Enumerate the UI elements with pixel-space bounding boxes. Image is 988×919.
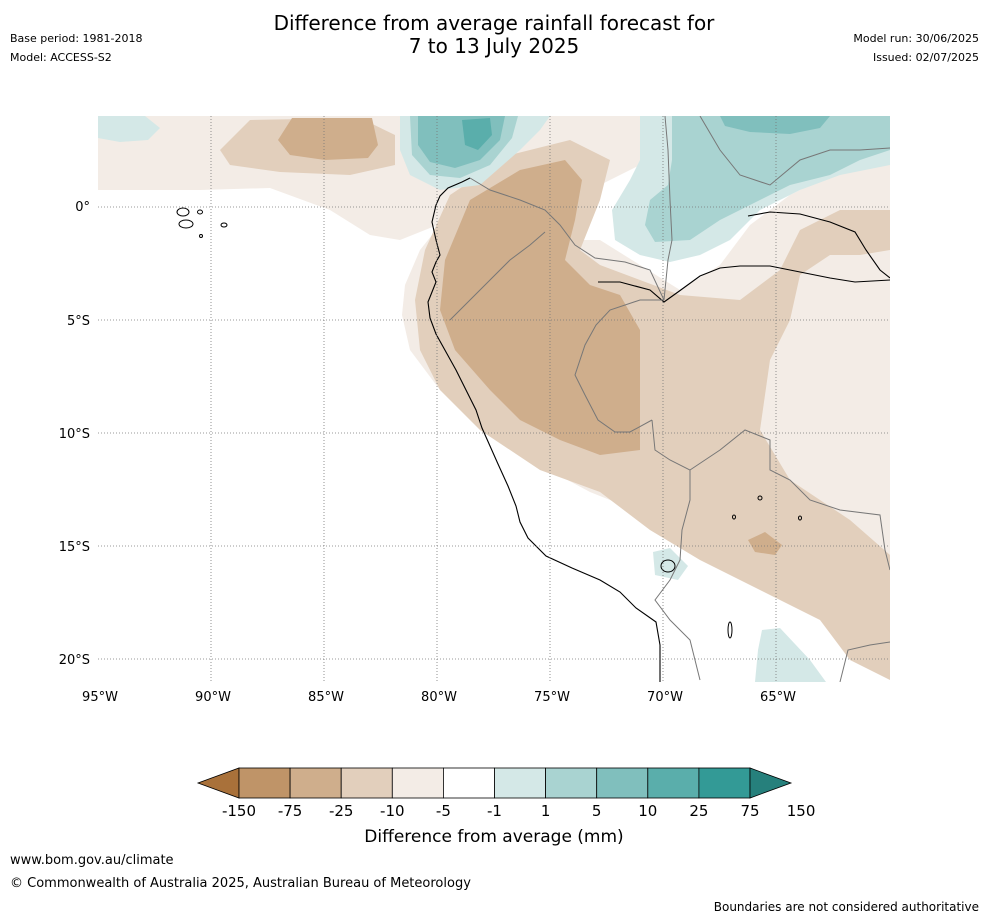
model-text: Model: ACCESS-S2 bbox=[10, 51, 112, 64]
disclaimer-text: Boundaries are not considered authoritat… bbox=[713, 900, 979, 914]
colorbar-tick-label: -25 bbox=[329, 802, 354, 820]
colorbar-swatch bbox=[391, 767, 444, 799]
copyright-text: © Commonwealth of Australia 2025, Austra… bbox=[10, 876, 471, 891]
colorbar-title: Difference from average (mm) bbox=[364, 827, 624, 847]
anomaly-region-minus25-main bbox=[440, 160, 640, 455]
colorbar-tick-label: 150 bbox=[787, 802, 816, 820]
colorbar-tick-label: -5 bbox=[436, 802, 451, 820]
gridlines bbox=[98, 116, 890, 682]
lon-label-90w: 90°W bbox=[195, 690, 231, 705]
colorbar-swatch bbox=[647, 767, 700, 799]
colorbar-tick-label: 10 bbox=[638, 802, 657, 820]
colorbar-tick-label: 5 bbox=[592, 802, 602, 820]
colorbar-swatch bbox=[596, 767, 649, 799]
lon-label-80w: 80°W bbox=[421, 690, 457, 705]
anomaly-region-plus1-lake bbox=[653, 548, 688, 580]
lat-label-15s: 15°S bbox=[59, 540, 90, 555]
anomaly-region-plus25-north bbox=[462, 118, 492, 150]
meta-right: Model run: 30/06/2025 Issued: 02/07/2025 bbox=[853, 32, 979, 70]
issued-text: Issued: 02/07/2025 bbox=[872, 51, 979, 64]
colorbar-tick-label: 25 bbox=[689, 802, 708, 820]
anomaly-region-minus25-southeast bbox=[748, 532, 782, 555]
title-line-2: 7 to 13 July 2025 bbox=[408, 34, 580, 58]
lon-label-95w: 95°W bbox=[82, 690, 118, 705]
lon-label-85w: 85°W bbox=[308, 690, 344, 705]
colorbar-swatch bbox=[238, 767, 291, 799]
colorbar-arrow-high bbox=[749, 767, 793, 799]
colorbar: -150 -75 -25 -10 -5 -1 1 5 10 25 75 150 bbox=[196, 767, 816, 820]
anomaly-region-plus10-east bbox=[720, 116, 830, 134]
islands bbox=[176, 207, 802, 639]
colorbar-tick-label: 75 bbox=[740, 802, 759, 820]
anomaly-region-plus5-east bbox=[645, 116, 890, 242]
chart-title: Difference from average rainfall forecas… bbox=[0, 12, 988, 58]
colorbar-tick-label: -1 bbox=[487, 802, 502, 820]
website-text: www.bom.gov.au/climate bbox=[10, 853, 174, 868]
coastline bbox=[427, 177, 661, 682]
colorbar-tick-label: 1 bbox=[541, 802, 551, 820]
lat-label-0: 0° bbox=[75, 200, 90, 215]
lon-label-70w: 70°W bbox=[647, 690, 683, 705]
colorbar-arrow-low bbox=[196, 767, 240, 799]
amazon-river bbox=[598, 265, 890, 303]
title-line-1: Difference from average rainfall forecas… bbox=[273, 11, 715, 35]
coastline-northeast bbox=[747, 211, 890, 279]
lat-label-10s: 10°S bbox=[59, 427, 90, 442]
colorbar-tick-label: -75 bbox=[278, 802, 303, 820]
lat-label-20s: 20°S bbox=[59, 653, 90, 668]
anomaly-region-plus1-west bbox=[98, 116, 160, 142]
meta-left: Base period: 1981-2018 Model: ACCESS-S2 bbox=[10, 32, 142, 70]
colorbar-swatch bbox=[289, 767, 342, 799]
colorbar-tick-label: -150 bbox=[222, 802, 256, 820]
colorbar-tick-label: -10 bbox=[380, 802, 405, 820]
anomaly-region-plus1-south bbox=[755, 628, 826, 682]
colorbar-swatch bbox=[442, 767, 495, 799]
colorbar-swatch bbox=[698, 767, 751, 799]
lon-label-65w: 65°W bbox=[760, 690, 796, 705]
anomaly-region-minus25-north bbox=[278, 118, 378, 160]
lat-label-5s: 5°S bbox=[67, 314, 90, 329]
map-plot-area bbox=[98, 116, 890, 682]
base-period-text: Base period: 1981-2018 bbox=[10, 32, 143, 45]
colorbar-swatch bbox=[494, 767, 546, 799]
country-boundaries bbox=[449, 116, 890, 682]
model-run-text: Model run: 30/06/2025 bbox=[853, 32, 979, 45]
colorbar-swatch bbox=[340, 767, 393, 799]
colorbar-swatch bbox=[545, 767, 598, 799]
lon-label-75w: 75°W bbox=[534, 690, 570, 705]
